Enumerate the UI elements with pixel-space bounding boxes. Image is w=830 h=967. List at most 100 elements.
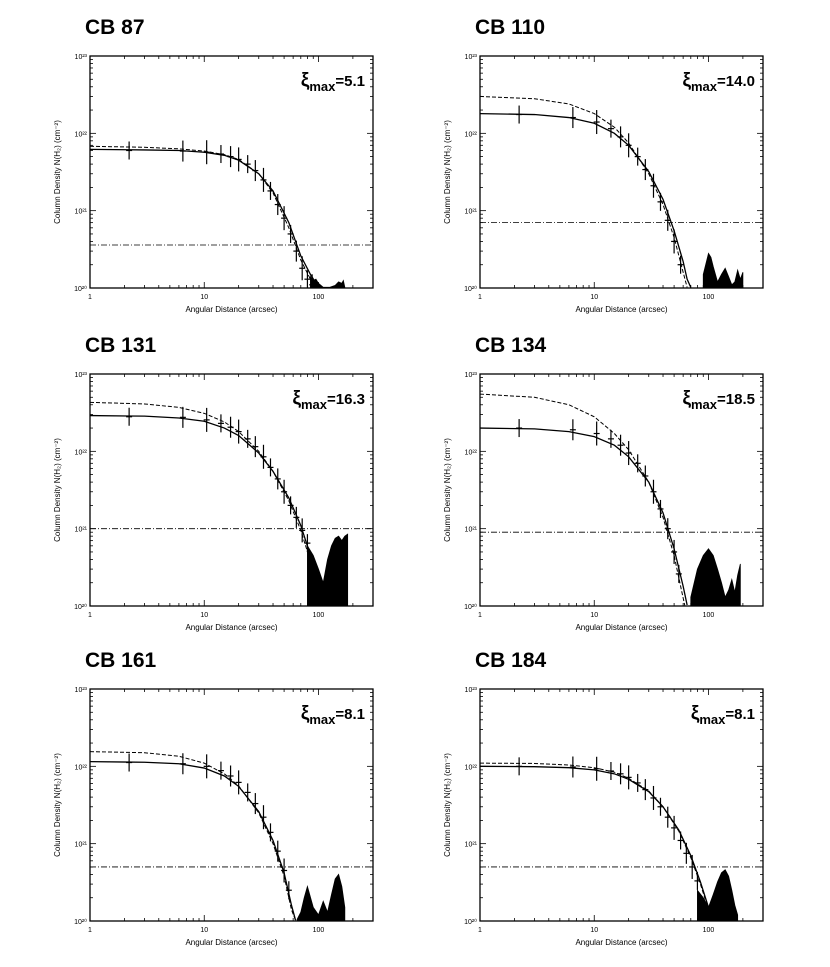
y-tick-label: 10²¹ bbox=[465, 527, 478, 534]
x-tick-label: 1 bbox=[88, 612, 92, 619]
model-dashed-line bbox=[90, 145, 317, 288]
xi-max-annotation: ξmax=8.1 bbox=[691, 703, 755, 727]
noise-fill bbox=[296, 873, 346, 921]
xi-subscript: max bbox=[309, 79, 336, 94]
xi-value: =16.3 bbox=[327, 391, 365, 408]
y-tick-label: 10²² bbox=[465, 764, 478, 771]
xi-subscript: max bbox=[699, 712, 726, 727]
y-axis-label: Column Density N(H₂) (cm⁻²) bbox=[443, 120, 452, 224]
x-tick-label: 1 bbox=[478, 612, 482, 619]
xi-value: =14.0 bbox=[717, 73, 755, 90]
xi-symbol: ξ bbox=[683, 70, 692, 91]
noise-fill bbox=[702, 252, 744, 288]
model-solid-line bbox=[480, 765, 714, 921]
x-axis-label: Angular Distance (arcsec) bbox=[185, 305, 277, 314]
y-tick-label: 10²⁰ bbox=[74, 918, 87, 926]
x-tick-label: 1 bbox=[478, 294, 482, 301]
x-tick-label: 10 bbox=[590, 294, 598, 301]
y-tick-label: 10²³ bbox=[465, 372, 478, 379]
model-solid-line bbox=[90, 760, 297, 921]
xi-value: =18.5 bbox=[717, 391, 755, 408]
x-tick-label: 100 bbox=[313, 612, 325, 619]
xi-subscript: max bbox=[691, 79, 718, 94]
y-tick-label: 10²¹ bbox=[75, 842, 88, 849]
plot-area bbox=[90, 751, 373, 921]
chart-plot: 1 10 100 10²⁰ 10²¹ 10²² 10²³ Angular Distance (… bbox=[53, 372, 374, 632]
plot-frame bbox=[89, 373, 374, 607]
x-axis-label: Angular Distance (arcsec) bbox=[575, 938, 667, 947]
y-axis-label: Column Density N(H₂) (cm⁻²) bbox=[53, 753, 62, 857]
plot-frame bbox=[479, 373, 764, 607]
x-tick-label: 1 bbox=[478, 927, 482, 934]
y-tick-label: 10²¹ bbox=[75, 209, 88, 216]
x-tick-label: 100 bbox=[313, 294, 325, 301]
x-tick-label: 1 bbox=[88, 294, 92, 301]
x-axis-label: Angular Distance (arcsec) bbox=[185, 938, 277, 947]
y-tick-label: 10²⁰ bbox=[464, 918, 477, 926]
model-solid-line bbox=[90, 414, 324, 606]
xi-symbol: ξ bbox=[683, 388, 692, 409]
panel-title: CB 110 bbox=[475, 16, 546, 39]
chart-panel-cb131: CB 131 1 10 100 10²⁰ 10²¹ 10²² 10²³ Angular Dis… bbox=[35, 334, 415, 648]
plot-area bbox=[480, 756, 763, 921]
y-tick-label: 10²⁰ bbox=[464, 285, 477, 293]
y-tick-label: 10²² bbox=[75, 764, 88, 771]
plot-frame bbox=[479, 688, 764, 922]
panel-title: CB 87 bbox=[85, 16, 145, 39]
xi-max-annotation: ξmax=18.5 bbox=[683, 388, 755, 412]
y-tick-label: 10²² bbox=[465, 131, 478, 138]
plot-frame bbox=[89, 55, 374, 289]
x-axis-label: Angular Distance (arcsec) bbox=[575, 623, 667, 632]
y-tick-label: 10²⁰ bbox=[74, 285, 87, 293]
x-tick-label: 1 bbox=[88, 927, 92, 934]
panel-title: CB 161 bbox=[85, 649, 157, 672]
chart-plot: 1 10 100 10²⁰ 10²¹ 10²² 10²³ Angular Distance (… bbox=[53, 687, 374, 947]
chart-panel-cb161: CB 161 1 10 100 10²⁰ 10²¹ 10²² 10²³ Angular Dis… bbox=[35, 649, 415, 963]
y-tick-label: 10²³ bbox=[75, 372, 88, 379]
y-tick-label: 10²³ bbox=[465, 687, 478, 694]
chart-plot: 1 10 100 10²⁰ 10²¹ 10²² 10²³ Angular Distance (… bbox=[443, 54, 764, 314]
chart-panel-cb87: CB 87 1 10 100 10²⁰ 10²¹ 10²² 10²³ Angular Dist… bbox=[35, 16, 415, 330]
noise-fill bbox=[690, 548, 741, 606]
xi-symbol: ξ bbox=[293, 388, 302, 409]
chart-panel-cb110: CB 110 1 10 100 10²⁰ 10²¹ 10²² 10²³ Angular Dis… bbox=[425, 16, 805, 330]
x-tick-label: 10 bbox=[200, 612, 208, 619]
x-tick-label: 10 bbox=[590, 927, 598, 934]
plot-frame bbox=[479, 55, 764, 289]
chart-panel-cb134: CB 134 1 10 100 10²⁰ 10²¹ 10²² 10²³ Angular Dis… bbox=[425, 334, 805, 648]
chart-plot: 1 10 100 10²⁰ 10²¹ 10²² 10²³ Angular Distance (… bbox=[53, 54, 374, 314]
x-tick-label: 100 bbox=[703, 612, 715, 619]
xi-symbol: ξ bbox=[691, 703, 700, 724]
xi-subscript: max bbox=[691, 397, 718, 412]
xi-max-annotation: ξmax=5.1 bbox=[301, 70, 365, 94]
y-tick-label: 10²³ bbox=[75, 687, 88, 694]
x-tick-label: 10 bbox=[590, 612, 598, 619]
model-dashed-line bbox=[90, 401, 324, 606]
y-tick-label: 10²³ bbox=[75, 54, 88, 61]
model-solid-line bbox=[480, 112, 692, 288]
plot-area bbox=[480, 95, 763, 288]
y-axis-label: Column Density N(H₂) (cm⁻²) bbox=[443, 753, 452, 857]
y-tick-label: 10²⁰ bbox=[74, 603, 87, 611]
x-tick-label: 100 bbox=[703, 927, 715, 934]
y-axis-label: Column Density N(H₂) (cm⁻²) bbox=[53, 120, 62, 224]
y-axis-label: Column Density N(H₂) (cm⁻²) bbox=[443, 438, 452, 542]
model-dashed-line bbox=[90, 751, 297, 921]
panel-title: CB 131 bbox=[85, 334, 157, 357]
xi-max-annotation: ξmax=14.0 bbox=[683, 70, 755, 94]
y-tick-label: 10²³ bbox=[465, 54, 478, 61]
chart-panel-cb184: CB 184 1 10 100 10²⁰ 10²¹ 10²² 10²³ Angular Dis… bbox=[425, 649, 805, 963]
y-tick-label: 10²² bbox=[75, 449, 88, 456]
y-tick-label: 10²² bbox=[465, 449, 478, 456]
panel-title: CB 184 bbox=[475, 649, 547, 672]
xi-value: =8.1 bbox=[335, 706, 365, 723]
noise-fill bbox=[697, 869, 739, 921]
chart-plot: 1 10 100 10²⁰ 10²¹ 10²² 10²³ Angular Distance (… bbox=[443, 687, 764, 947]
xi-subscript: max bbox=[309, 712, 336, 727]
x-axis-label: Angular Distance (arcsec) bbox=[575, 305, 667, 314]
xi-value: =8.1 bbox=[725, 706, 755, 723]
y-axis-label: Column Density N(H₂) (cm⁻²) bbox=[53, 438, 62, 542]
xi-symbol: ξ bbox=[301, 70, 310, 91]
chart-plot: 1 10 100 10²⁰ 10²¹ 10²² 10²³ Angular Distance (… bbox=[443, 372, 764, 632]
xi-value: =5.1 bbox=[335, 73, 365, 90]
